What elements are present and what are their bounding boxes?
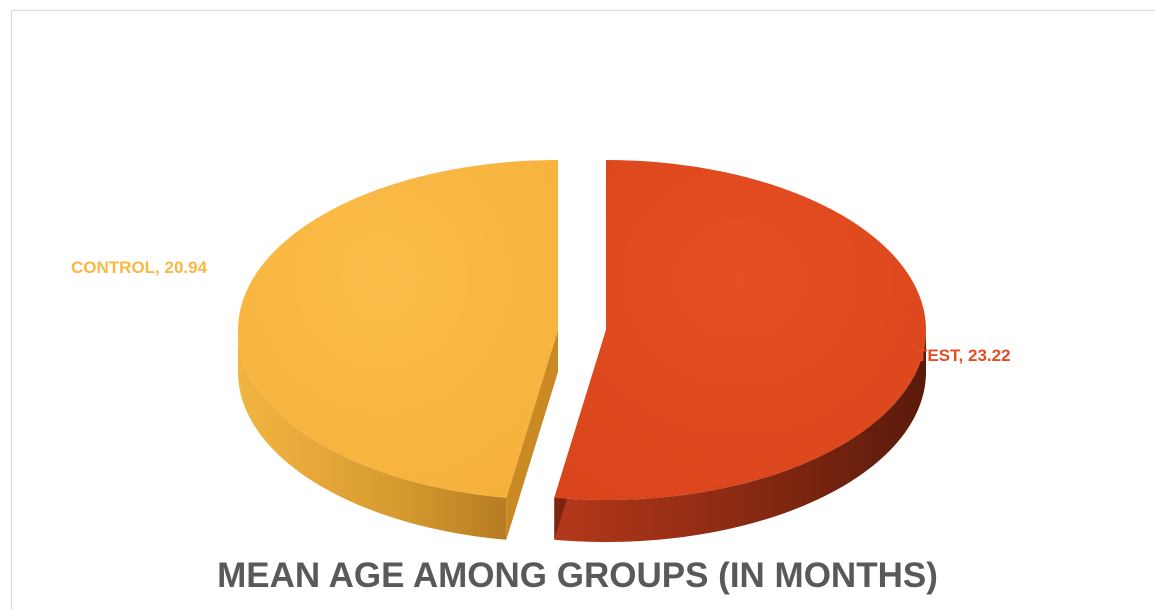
pie-chart: CONTROL, 20.94 TEST, 23.22 bbox=[71, 160, 1011, 542]
pie-slice-control bbox=[238, 160, 558, 498]
data-label-control: CONTROL, 20.94 bbox=[71, 258, 208, 277]
pie-slice-test-side bbox=[554, 330, 926, 542]
pie-slice-control-side bbox=[238, 330, 507, 540]
pie-slice-test bbox=[554, 160, 926, 500]
chart-area bbox=[11, 10, 1155, 610]
chart-title: MEAN AGE AMONG GROUPS (IN MONTHS) bbox=[217, 556, 938, 595]
pie-slice-control-cut bbox=[506, 330, 558, 540]
data-label-test: TEST, 23.22 bbox=[917, 346, 1011, 365]
